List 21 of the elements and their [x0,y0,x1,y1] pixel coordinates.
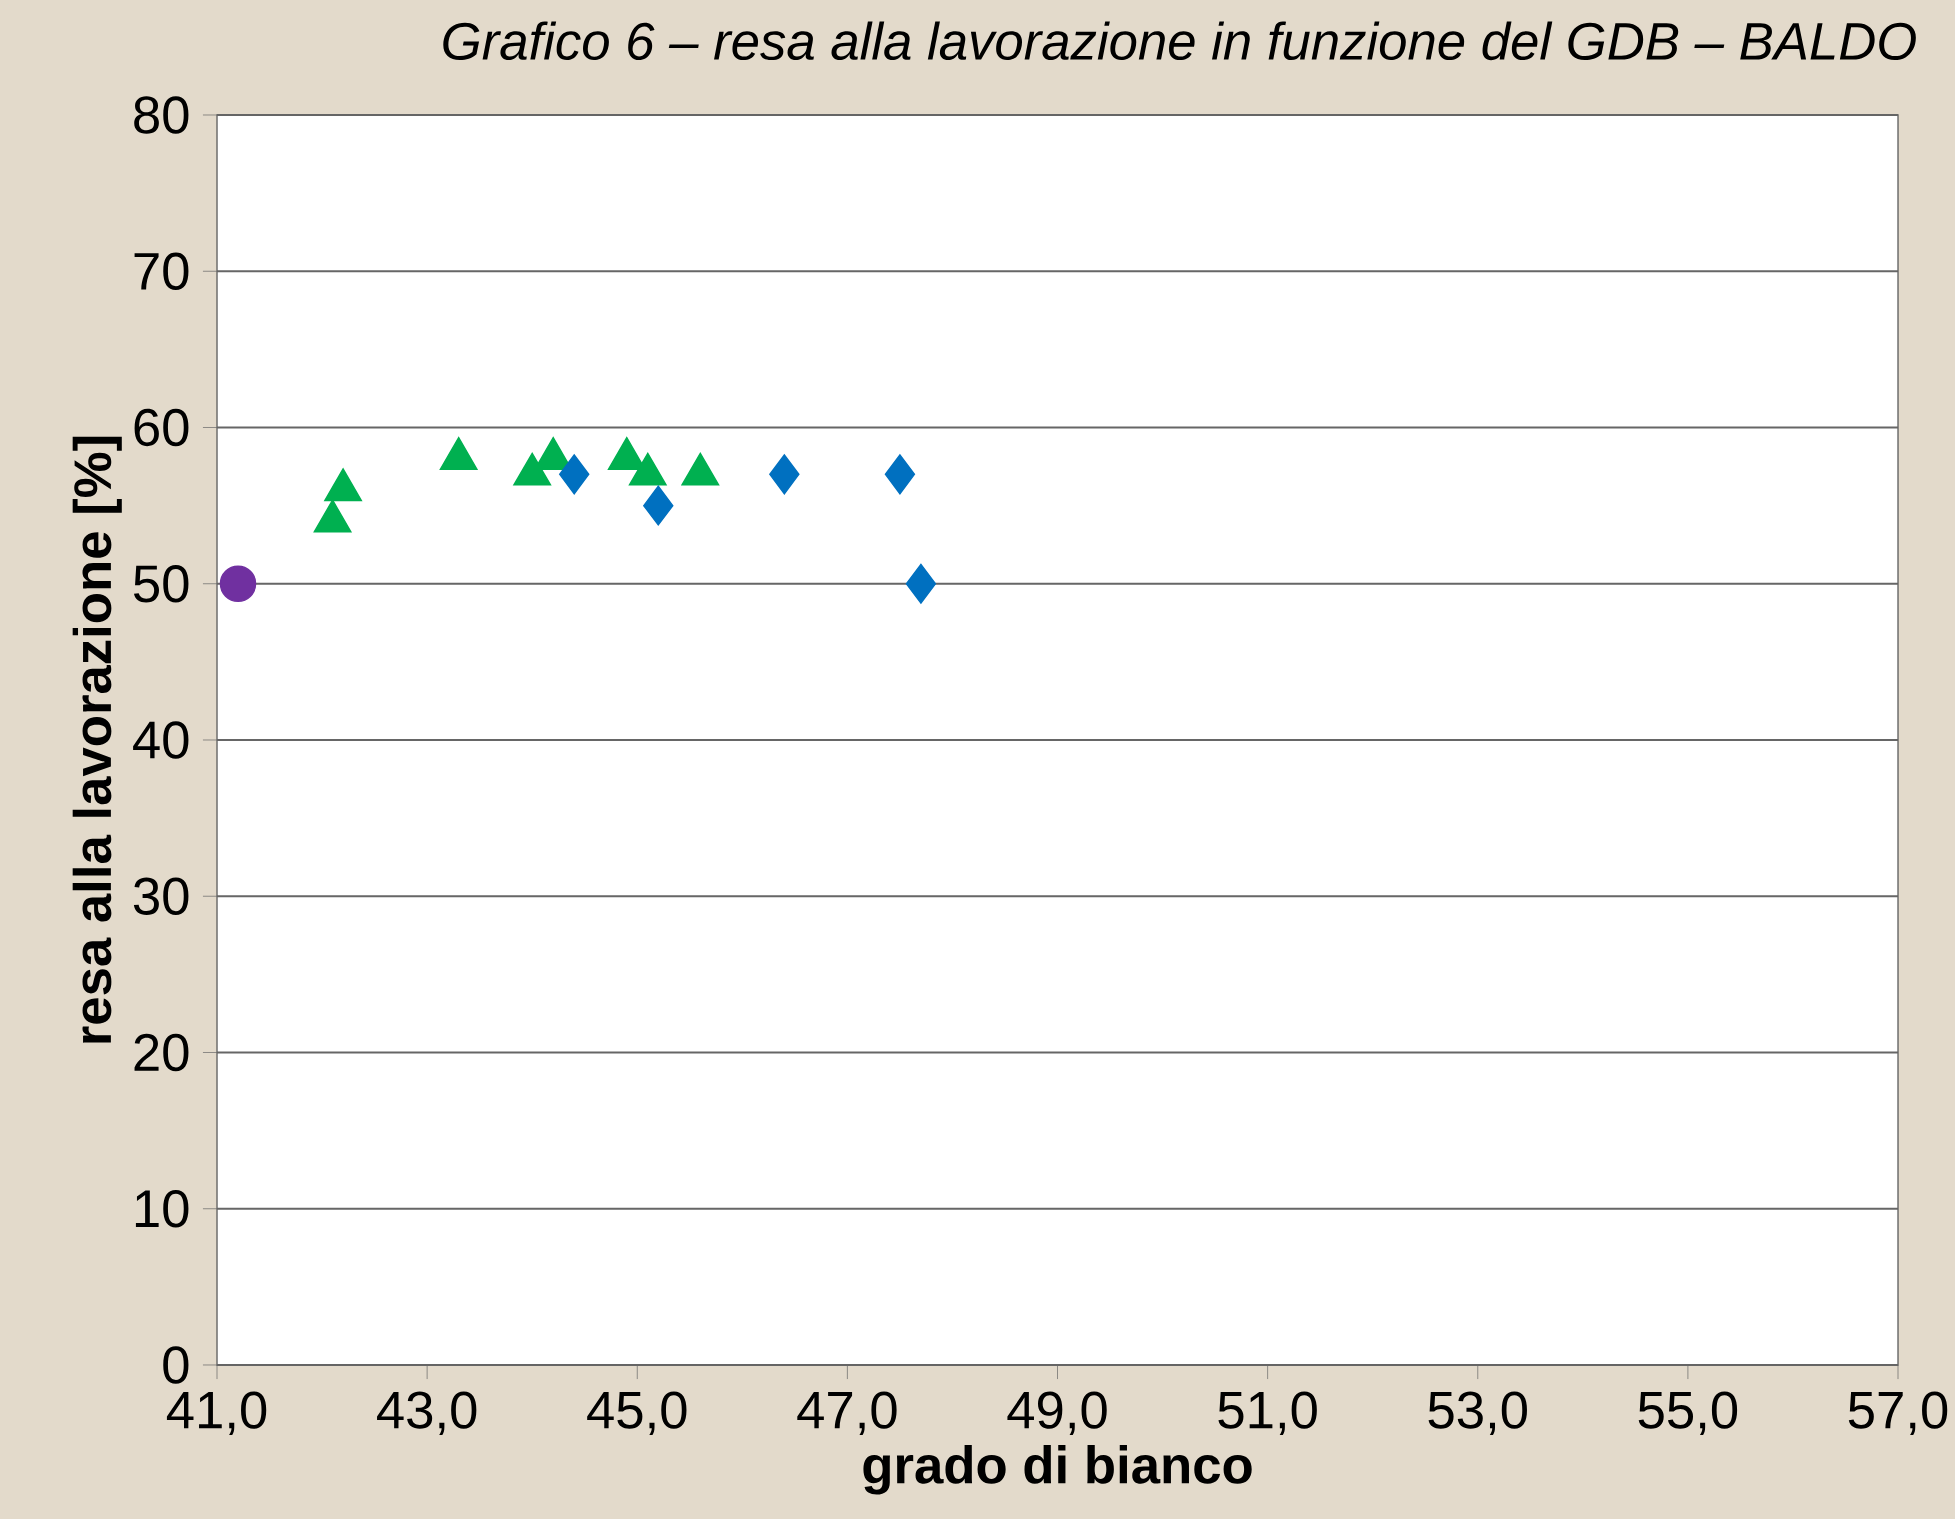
x-tick-label: 45,0 [587,1391,687,1435]
x-tick-label: 41,0 [166,1391,267,1435]
x-tick-label: 57,0 [1848,1391,1948,1435]
x-tick-label: 49,0 [1007,1391,1107,1435]
y-axis-title: resa alla lavorazione [%] [72,436,122,1043]
x-tick-label: 53,0 [1428,1391,1527,1435]
y-tick-label: 80 [134,96,189,134]
x-tick-label: 47,0 [797,1391,897,1435]
y-tick-label: 70 [134,252,189,290]
y-tick-label: 60 [134,408,189,447]
y-tick-label: 0 [163,1346,189,1384]
y-tick-label: 40 [133,721,189,759]
y-tick-label: 10 [135,1190,189,1228]
x-axis-title: grado di bianco [863,1445,1252,1495]
y-tick-label: 30 [133,877,189,915]
chart-title: Grafico 6 – resa alla lavorazione in funzione del GDB – BALDO [443,21,1916,61]
x-tick-label: 55,0 [1638,1391,1738,1435]
y-tick-label: 50 [133,565,189,603]
x-tick-label: 51,0 [1218,1391,1317,1435]
x-tick-label: 43,0 [377,1391,477,1435]
y-tick-label: 20 [134,1033,189,1072]
